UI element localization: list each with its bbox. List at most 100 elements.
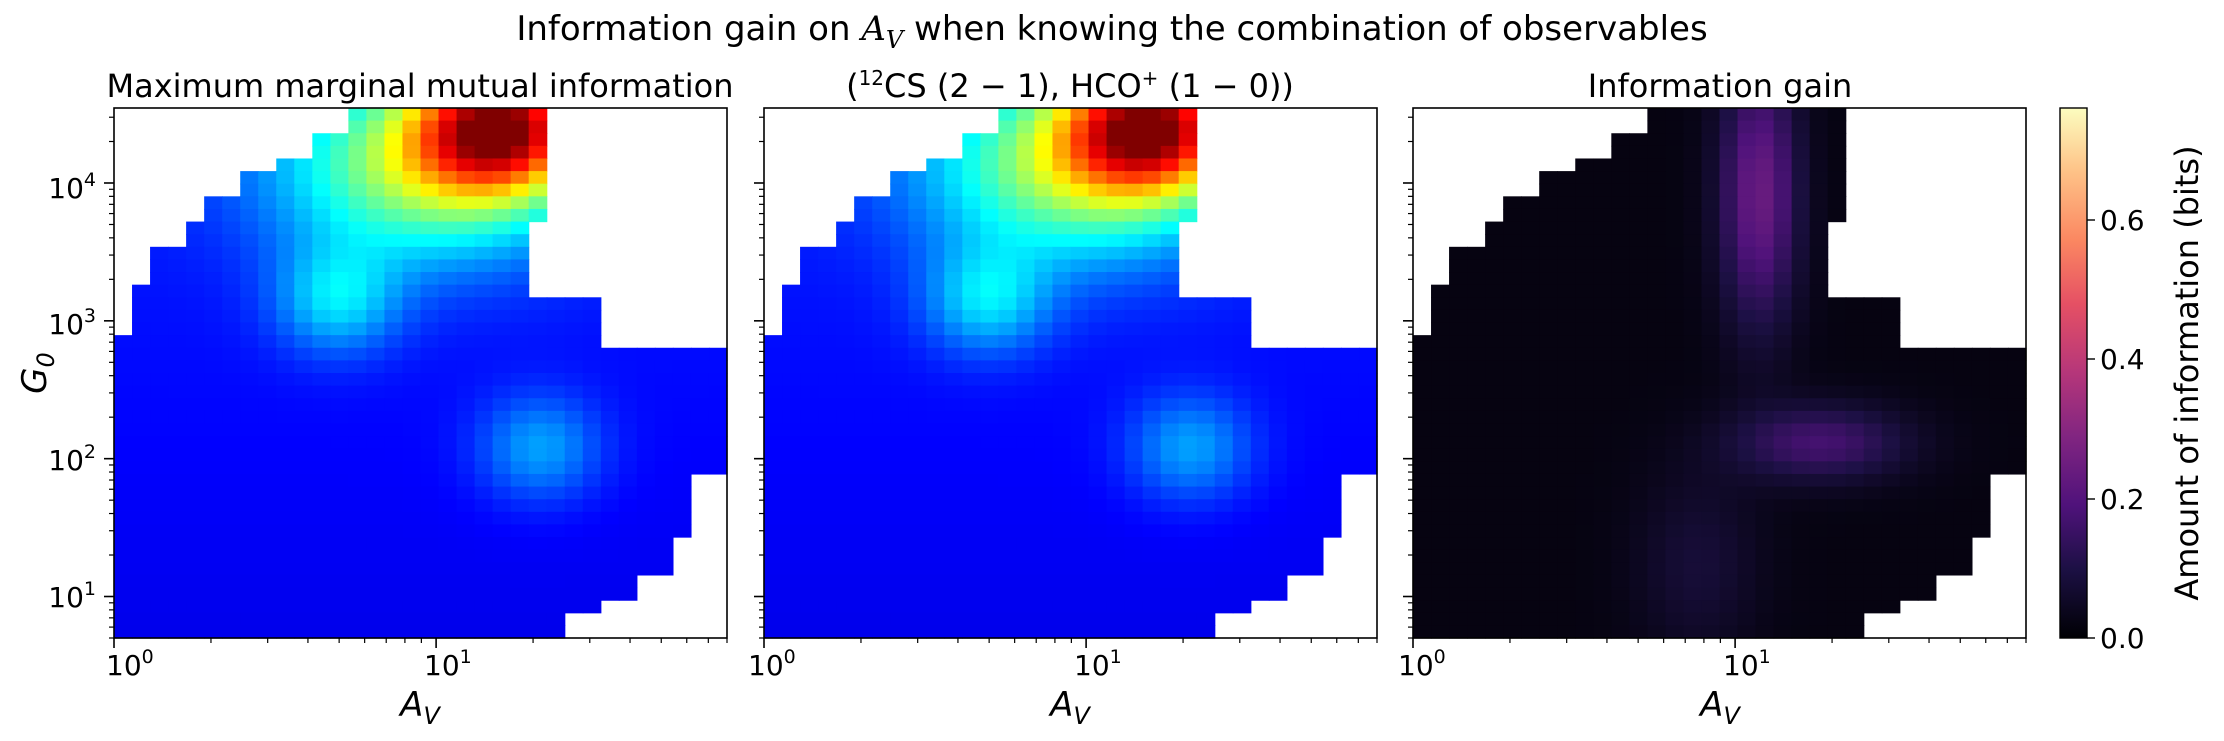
heatmap-cell: [890, 423, 909, 437]
heatmap-cell: [1106, 309, 1126, 324]
heatmap-cell: [186, 284, 205, 298]
heatmap-cell: [1845, 385, 1865, 399]
heatmap-cell: [1503, 537, 1522, 551]
heatmap-cell: [1178, 511, 1198, 526]
heatmap-cell: [240, 335, 259, 349]
heatmap-cell: [1467, 436, 1486, 450]
heatmap-cell: [474, 625, 494, 639]
heatmap-cell: [908, 183, 927, 197]
heatmap-cell: [1845, 322, 1865, 336]
heatmap-cell: [1737, 511, 1757, 526]
heatmap-cell: [1431, 398, 1450, 412]
heatmap-cell: [402, 309, 422, 324]
heatmap-cell: [276, 461, 295, 475]
heatmap-cell: [1593, 549, 1612, 563]
heatmap-cell: [944, 297, 963, 311]
heatmap-cell: [980, 574, 999, 589]
heatmap-cell: [132, 373, 151, 387]
heatmap-cell: [998, 524, 1018, 538]
heatmap-cell: [1575, 423, 1594, 437]
heatmap-cell: [1070, 196, 1090, 210]
heatmap-cell: [1178, 335, 1198, 349]
heatmap-cell: [204, 486, 223, 500]
heatmap-cell: [764, 360, 783, 374]
heatmap-cell: [872, 511, 891, 526]
heatmap-cell: [672, 511, 692, 526]
heatmap-cell: [998, 108, 1018, 122]
heatmap-cell: [1088, 549, 1108, 563]
heatmap-cell: [1106, 259, 1126, 273]
heatmap-cell: [1629, 208, 1648, 223]
heatmap-cell: [1052, 246, 1072, 261]
heatmap-cell: [1611, 259, 1630, 273]
heatmap-cell: [402, 436, 422, 450]
heatmap-cell: [348, 612, 368, 626]
heatmap-cell: [1286, 511, 1306, 526]
heatmap-cell: [474, 171, 494, 185]
heatmap-cell: [114, 574, 133, 589]
heatmap-cell: [330, 347, 349, 361]
heatmap-cell: [980, 246, 999, 261]
heatmap-cell: [114, 511, 133, 526]
heatmap-cell: [276, 272, 295, 286]
heatmap-cell: [1755, 309, 1775, 324]
heatmap-cell: [1214, 448, 1234, 462]
heatmap-cell: [1809, 574, 1829, 589]
heatmap-cell: [384, 145, 404, 160]
heatmap-cell: [474, 297, 494, 311]
heatmap-cell: [944, 524, 963, 538]
heatmap-cell: [420, 171, 440, 185]
heatmap-cell: [1953, 436, 1973, 450]
heatmap-cell: [528, 297, 548, 311]
heatmap-panel-1: [114, 108, 728, 639]
heatmap-cell: [998, 423, 1018, 437]
heatmap-cell: [1809, 448, 1829, 462]
heatmap-cell: [1034, 574, 1054, 589]
heatmap-cell: [908, 625, 927, 639]
heatmap-cell: [1647, 234, 1667, 248]
heatmap-cell: [564, 587, 584, 601]
heatmap-cell: [150, 499, 169, 513]
heatmap-cell: [1701, 373, 1721, 387]
heatmap-cell: [1701, 436, 1721, 450]
heatmap-cell: [1088, 385, 1108, 399]
heatmap-cell: [492, 309, 512, 324]
heatmap-cell: [204, 221, 223, 235]
heatmap-cell: [294, 284, 313, 298]
heatmap-cell: [1160, 196, 1180, 210]
heatmap-cell: [1304, 549, 1324, 563]
heatmap-cell: [1052, 473, 1072, 488]
heatmap-cell: [1665, 259, 1685, 273]
heatmap-cell: [222, 234, 241, 248]
heatmap-cell: [1124, 448, 1144, 462]
heatmap-cell: [474, 448, 494, 462]
heatmap-cell: [1593, 436, 1612, 450]
heatmap-cell: [1431, 297, 1450, 311]
heatmap-cell: [1755, 272, 1775, 286]
heatmap-cell: [1773, 499, 1793, 513]
heatmap-cell: [618, 373, 638, 387]
heatmap-cell: [546, 574, 566, 589]
heatmap-cell: [636, 486, 656, 500]
heatmap-cell: [764, 448, 783, 462]
heatmap-cell: [1413, 562, 1432, 576]
heatmap-cell: [276, 373, 295, 387]
heatmap-cell: [1070, 108, 1090, 122]
heatmap-cell: [1737, 234, 1757, 248]
heatmap-cell: [1106, 612, 1126, 626]
heatmap-cell: [240, 259, 259, 273]
heatmap-cell: [872, 549, 891, 563]
heatmap-cell: [908, 259, 927, 273]
heatmap-cell: [492, 511, 512, 526]
heatmap-cell: [1268, 373, 1288, 387]
heatmap-cell: [1070, 246, 1090, 261]
heatmap-cell: [1178, 600, 1198, 614]
heatmap-cell: [782, 322, 801, 336]
heatmap-cell: [1791, 537, 1811, 551]
heatmap-cell: [402, 322, 422, 336]
heatmap-cell: [800, 272, 819, 286]
heatmap-cell: [438, 335, 458, 349]
heatmap-cell: [618, 486, 638, 500]
heatmap-cell: [1773, 562, 1793, 576]
heatmap-cell: [1521, 234, 1540, 248]
